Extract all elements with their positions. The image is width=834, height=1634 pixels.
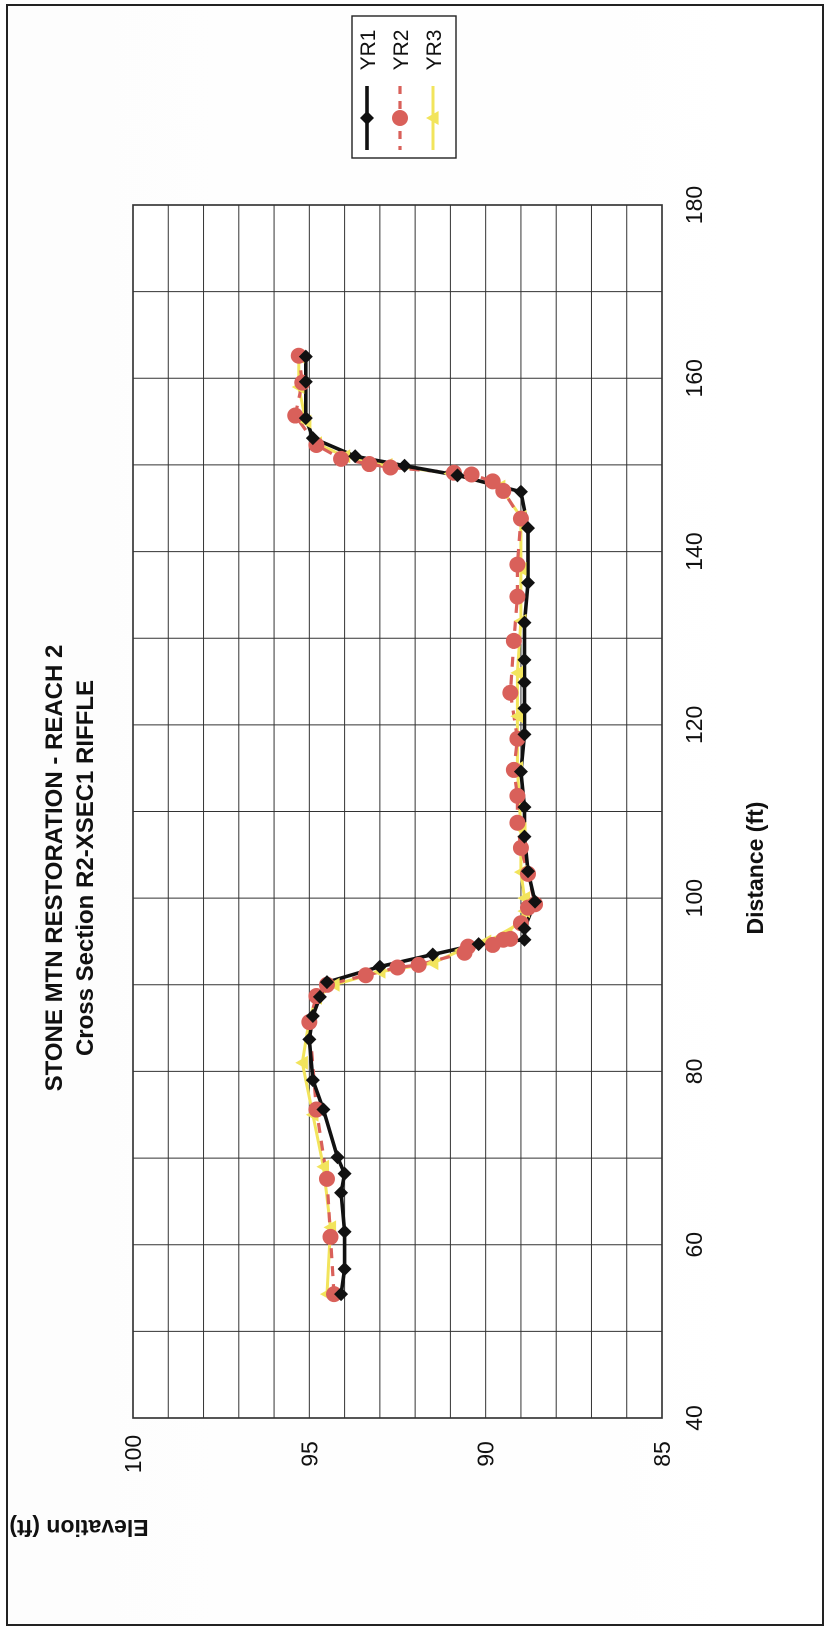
data-point (348, 449, 363, 464)
data-point (333, 450, 350, 467)
data-point (510, 665, 524, 680)
chart-title: STONE MTN RESTORATION - REACH 2 (41, 645, 68, 1092)
data-point (298, 411, 313, 426)
data-point (517, 800, 532, 815)
x-tick-label: 160 (681, 359, 707, 397)
chart-subtitle: Cross Section R2-XSEC1 RIFFLE (72, 680, 99, 1056)
y-tick-label: 90 (473, 1441, 499, 1467)
x-tick-label: 60 (681, 1232, 707, 1258)
y-tick-label: 95 (296, 1441, 322, 1467)
data-point (517, 829, 532, 844)
data-point (509, 556, 526, 573)
data-point (460, 938, 477, 955)
data-point (426, 111, 439, 125)
data-point (502, 684, 519, 701)
data-point (509, 588, 526, 605)
data-point (520, 864, 535, 879)
data-point (513, 764, 528, 779)
data-point (528, 894, 543, 909)
data-point (389, 959, 406, 976)
data-point (517, 652, 532, 667)
data-point (517, 615, 532, 630)
legend: YR1 YR2 YR3 (351, 15, 457, 159)
y-tick-label: 100 (120, 1435, 146, 1473)
data-point (512, 510, 529, 527)
data-point (337, 1261, 352, 1276)
data-point (484, 473, 501, 490)
data-point (512, 839, 529, 856)
data-point (520, 521, 535, 536)
data-point (517, 727, 532, 742)
x-tick-label: 140 (681, 532, 707, 570)
data-point (305, 431, 320, 446)
data-point (450, 468, 465, 483)
data-point (322, 1228, 339, 1245)
data-point (360, 111, 374, 125)
data-point (319, 975, 334, 990)
data-point (517, 701, 532, 716)
data-point (517, 932, 532, 947)
data-point (425, 956, 439, 971)
data-point (471, 937, 486, 952)
data-point (513, 484, 528, 499)
data-point (517, 921, 532, 936)
data-point (509, 787, 526, 804)
x-tick-label: 180 (681, 186, 707, 224)
data-point (302, 1032, 317, 1047)
x-tick-label: 120 (681, 706, 707, 744)
data-point (326, 1286, 343, 1303)
y-tick-label: 85 (649, 1441, 675, 1467)
data-point (330, 1150, 345, 1165)
legend-label-yr1: YR1 (357, 30, 380, 71)
data-point (318, 1170, 335, 1187)
x-tick-label: 40 (681, 1405, 707, 1431)
data-point (510, 709, 524, 724)
data-point (425, 947, 440, 962)
data-point (316, 1102, 331, 1117)
data-point (337, 1166, 352, 1181)
data-point (410, 956, 427, 973)
y-axis-title: Elevation (ft) (9, 1515, 148, 1541)
data-point (517, 675, 532, 690)
series-layer (287, 347, 544, 1303)
data-point (312, 989, 327, 1004)
data-point (463, 466, 480, 483)
data-point (334, 1287, 349, 1302)
data-point (357, 967, 374, 984)
data-point (382, 459, 399, 476)
data-point (298, 374, 313, 389)
data-point (337, 1224, 352, 1239)
data-point (397, 458, 412, 473)
data-point (287, 407, 304, 424)
x-axis-title: Distance (ft) (742, 802, 768, 935)
legend-box (351, 15, 457, 159)
data-point (392, 110, 408, 126)
data-point (316, 1159, 330, 1174)
data-point (495, 482, 512, 499)
data-point (372, 959, 387, 974)
data-point (298, 349, 313, 364)
legend-label-yr2: YR2 (390, 30, 413, 71)
grid-layer (132, 204, 663, 1419)
data-point (361, 456, 378, 473)
data-point (509, 814, 526, 831)
data-point (334, 1185, 349, 1200)
data-point (308, 1101, 325, 1118)
x-tick-labels: 40 60 80 100 120 140 160 180 (681, 186, 707, 1431)
legend-label-yr3: YR3 (423, 30, 446, 71)
x-tick-label: 100 (681, 879, 707, 917)
data-point (305, 1008, 320, 1023)
data-point (520, 575, 535, 590)
data-point (505, 632, 522, 649)
data-point (305, 1073, 320, 1088)
y-tick-labels: 85 90 95 100 (120, 1435, 675, 1473)
data-point (295, 1055, 308, 1070)
data-point (502, 930, 519, 947)
x-tick-label: 80 (681, 1059, 707, 1085)
